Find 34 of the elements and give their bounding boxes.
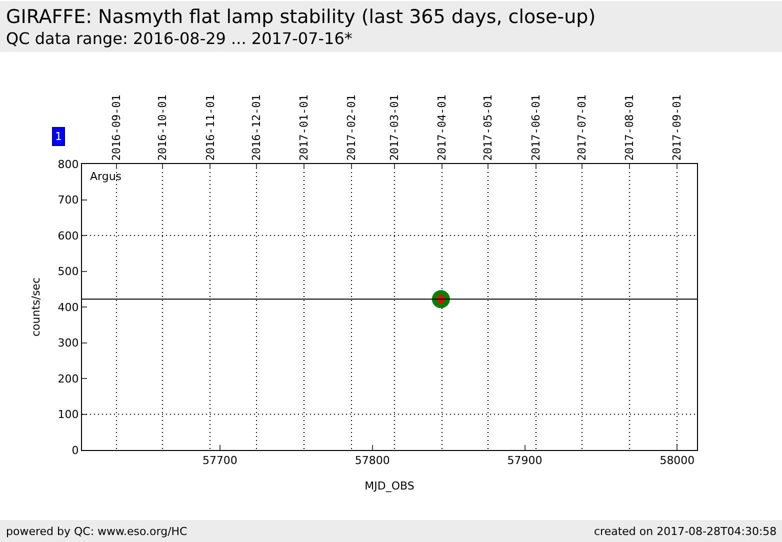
x2-tick-label: 2016-12-01 — [250, 94, 263, 161]
x2-tick-label: 2016-11-01 — [204, 94, 217, 161]
chart-title: GIRAFFE: Nasmyth flat lamp stability (last 365 days, close-up) — [6, 6, 596, 28]
x2-tick-label: 2017-07-01 — [575, 94, 588, 161]
y-tick-label: 800 — [58, 158, 79, 171]
x-axis-title: MJD_OBS — [364, 479, 414, 492]
x2-tick-label: 2016-09-01 — [110, 94, 124, 161]
x2-tick-label: 2017-05-01 — [482, 94, 495, 161]
x-tick-label: 57700 — [202, 454, 238, 468]
text: powered by QC: www.eso.org/HC — [6, 525, 188, 538]
y-tick-label: 100 — [58, 408, 79, 422]
x2-tick-label: 2017-08-01 — [623, 94, 636, 161]
y-tick-label: 400 — [58, 300, 79, 314]
x2-tick-label: 2017-06-01 — [529, 94, 542, 161]
x2-tick-label: 2017-09-01 — [670, 94, 684, 161]
x-tick-label: 57900 — [507, 454, 542, 468]
y-tick-label: 500 — [58, 265, 79, 278]
x2-tick-label: 2017-02-01 — [345, 94, 358, 161]
text: created on 2017-08-28T04:30:58 — [594, 525, 777, 538]
x-tick-label: 58000 — [660, 454, 695, 468]
y-tick-label: 300 — [58, 336, 79, 350]
x-tick-label: 57800 — [354, 454, 390, 468]
annotation: Argus — [90, 170, 122, 183]
y-tick-label: 700 — [58, 194, 79, 207]
x2-tick-label: 2017-03-01 — [388, 94, 402, 161]
x2-tick-label: 2016-10-01 — [156, 94, 170, 161]
y-axis-title: counts/sec — [29, 277, 42, 337]
text: 1 — [55, 130, 62, 143]
y-tick-label: 0 — [72, 444, 79, 457]
y-tick-label: 200 — [58, 372, 79, 386]
chart-subtitle: QC data range: 2016-08-29 ... 2017-07-16* — [6, 29, 352, 48]
y-tick-label: 600 — [58, 229, 79, 242]
x2-tick-label: 2017-04-01 — [436, 94, 449, 161]
x2-tick-label: 2017-01-01 — [297, 94, 310, 161]
